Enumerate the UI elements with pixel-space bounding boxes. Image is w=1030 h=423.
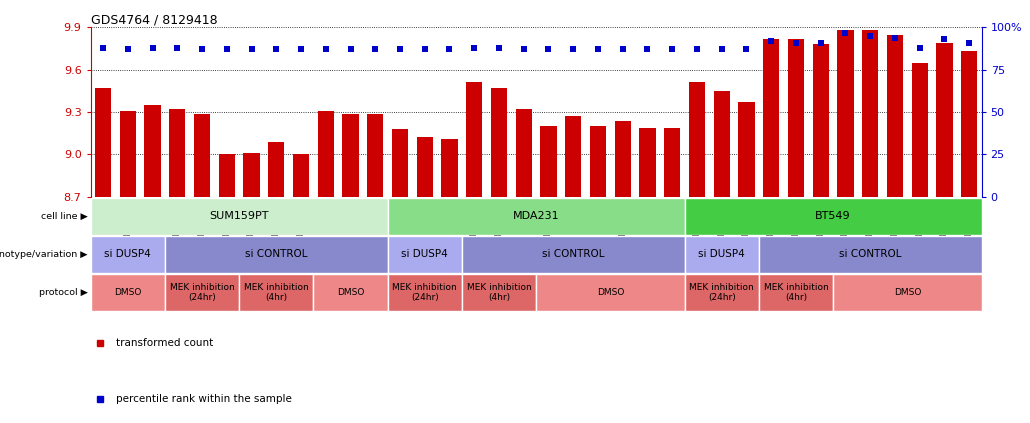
Bar: [664, 128, 680, 197]
Bar: [961, 52, 977, 197]
Bar: [417, 137, 433, 197]
Text: MEK inhibition
(24hr): MEK inhibition (24hr): [170, 283, 235, 302]
Text: SUM159PT: SUM159PT: [209, 211, 269, 221]
Bar: [788, 39, 804, 197]
Bar: [313, 274, 387, 311]
Bar: [541, 126, 556, 197]
Text: MEK inhibition
(24hr): MEK inhibition (24hr): [689, 283, 754, 302]
Text: MEK inhibition
(4hr): MEK inhibition (4hr): [763, 283, 828, 302]
Text: DMSO: DMSO: [337, 288, 365, 297]
Bar: [936, 43, 953, 197]
Bar: [615, 121, 630, 197]
Text: GDS4764 / 8129418: GDS4764 / 8129418: [91, 14, 217, 26]
Text: si CONTROL: si CONTROL: [839, 249, 901, 259]
Text: percentile rank within the sample: percentile rank within the sample: [115, 393, 291, 404]
Bar: [368, 113, 383, 197]
Bar: [739, 102, 755, 197]
Bar: [392, 129, 408, 197]
Text: si CONTROL: si CONTROL: [542, 249, 605, 259]
Bar: [387, 274, 461, 311]
Bar: [461, 236, 685, 273]
Bar: [91, 198, 387, 235]
Text: DMSO: DMSO: [596, 288, 624, 297]
Text: si DUSP4: si DUSP4: [104, 249, 151, 259]
Bar: [862, 30, 879, 197]
Bar: [763, 39, 780, 197]
Bar: [194, 113, 210, 197]
Bar: [640, 128, 655, 197]
Bar: [165, 274, 239, 311]
Bar: [714, 91, 730, 197]
Bar: [887, 35, 903, 197]
Text: genotype/variation ▶: genotype/variation ▶: [0, 250, 88, 259]
Bar: [813, 44, 829, 197]
Bar: [91, 236, 165, 273]
Text: MEK inhibition
(24hr): MEK inhibition (24hr): [392, 283, 457, 302]
Bar: [491, 88, 507, 197]
Bar: [243, 153, 260, 197]
Text: si DUSP4: si DUSP4: [402, 249, 448, 259]
Bar: [293, 154, 309, 197]
Bar: [442, 139, 457, 197]
Bar: [387, 198, 685, 235]
Bar: [759, 236, 982, 273]
Bar: [317, 111, 334, 197]
Bar: [165, 236, 387, 273]
Bar: [342, 113, 358, 197]
Bar: [536, 274, 685, 311]
Bar: [685, 236, 759, 273]
Text: MEK inhibition
(4hr): MEK inhibition (4hr): [467, 283, 531, 302]
Bar: [565, 116, 581, 197]
Bar: [685, 274, 759, 311]
Text: MDA231: MDA231: [513, 211, 559, 221]
Text: DMSO: DMSO: [894, 288, 921, 297]
Bar: [169, 109, 185, 197]
Bar: [837, 30, 854, 197]
Text: protocol ▶: protocol ▶: [39, 288, 88, 297]
Bar: [144, 105, 161, 197]
Text: DMSO: DMSO: [114, 288, 141, 297]
Text: MEK inhibition
(4hr): MEK inhibition (4hr): [244, 283, 309, 302]
Bar: [119, 111, 136, 197]
Bar: [461, 274, 536, 311]
Bar: [516, 109, 531, 197]
Text: si DUSP4: si DUSP4: [698, 249, 745, 259]
Text: cell line ▶: cell line ▶: [41, 212, 88, 221]
Bar: [387, 236, 461, 273]
Bar: [467, 82, 482, 197]
Bar: [912, 63, 928, 197]
Bar: [759, 274, 833, 311]
Bar: [218, 154, 235, 197]
Bar: [833, 274, 982, 311]
Bar: [95, 88, 111, 197]
Bar: [268, 142, 284, 197]
Bar: [239, 274, 313, 311]
Bar: [685, 198, 982, 235]
Text: BT549: BT549: [816, 211, 851, 221]
Bar: [91, 274, 165, 311]
Text: si CONTROL: si CONTROL: [245, 249, 308, 259]
Text: transformed count: transformed count: [115, 338, 213, 348]
Bar: [689, 82, 705, 197]
Bar: [590, 126, 606, 197]
